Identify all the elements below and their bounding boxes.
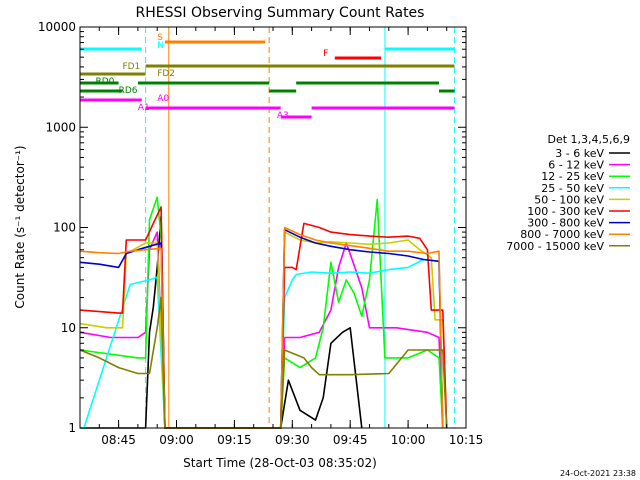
series-line-8 [79, 296, 448, 429]
y-tick-label-1: 10 [61, 321, 76, 335]
state-label-rd6: RD6 [119, 86, 138, 96]
state-label-fd2: FD2 [157, 69, 175, 79]
series-line-6 [79, 228, 444, 429]
y-axis-label: Count Rate (s⁻¹ detector⁻¹) [13, 145, 27, 308]
state-label-a0: A0 [157, 94, 169, 104]
series-line-7 [79, 226, 444, 429]
legend-label-3: 25 - 50 keV [541, 182, 604, 195]
legend-label-2: 12 - 25 keV [541, 170, 604, 183]
x-tick-label-6: 10:15 [449, 433, 484, 447]
state-label-a1: A1 [138, 103, 150, 113]
x-tick-label-3: 09:30 [275, 433, 310, 447]
legend-label-5: 100 - 300 keV [527, 205, 604, 218]
state-label-fd1: FD1 [122, 62, 140, 72]
series-line-1 [79, 231, 444, 429]
x-tick-label-2: 09:15 [217, 433, 252, 447]
plot-frame [79, 26, 467, 429]
series-line-3 [80, 258, 444, 429]
legend-label-4: 50 - 100 keV [534, 193, 604, 206]
plot-timestamp: 24-Oct-2021 23:38 [560, 469, 636, 478]
series-line-0 [80, 215, 363, 429]
y-tick-label-3: 1000 [45, 120, 76, 134]
chart-title: RHESSI Observing Summary Count Rates [136, 5, 425, 21]
x-tick-label-4: 09:45 [333, 433, 368, 447]
y-tick-label-4: 10000 [38, 20, 76, 34]
y-tick-label-2: 100 [53, 221, 76, 235]
state-label-a3: A3 [277, 111, 289, 121]
x-tick-label-1: 09:00 [159, 433, 194, 447]
legend-title: Det 1,3,4,5,6,9 [547, 133, 630, 146]
state-label-n: N [157, 41, 164, 51]
series-line-4 [79, 231, 448, 429]
legend-label-8: 7000 - 15000 keV [506, 240, 604, 253]
state-label-s: S [157, 33, 163, 43]
state-label-rd0: RD0 [95, 77, 114, 87]
series-line-5 [79, 206, 448, 429]
legend-label-6: 300 - 800 keV [527, 217, 604, 230]
x-axis-label: Start Time (28-Oct-03 08:35:02) [183, 456, 377, 470]
series-line-2 [79, 196, 444, 429]
plot-area: SN F FD1 FD2 RD0 RD6 A0 A1 A3 1 10 100 1000 10000 08:4… [38, 20, 483, 447]
legend-label-1: 6 - 12 keV [548, 159, 604, 172]
legend-label-0: 3 - 6 keV [555, 147, 604, 160]
state-label-f: F [323, 49, 328, 59]
legend-label-7: 800 - 7000 keV [520, 228, 604, 241]
x-tick-label-5: 10:00 [391, 433, 426, 447]
x-tick-label-0: 08:45 [101, 433, 136, 447]
y-tick-label-0: 1 [68, 421, 76, 435]
